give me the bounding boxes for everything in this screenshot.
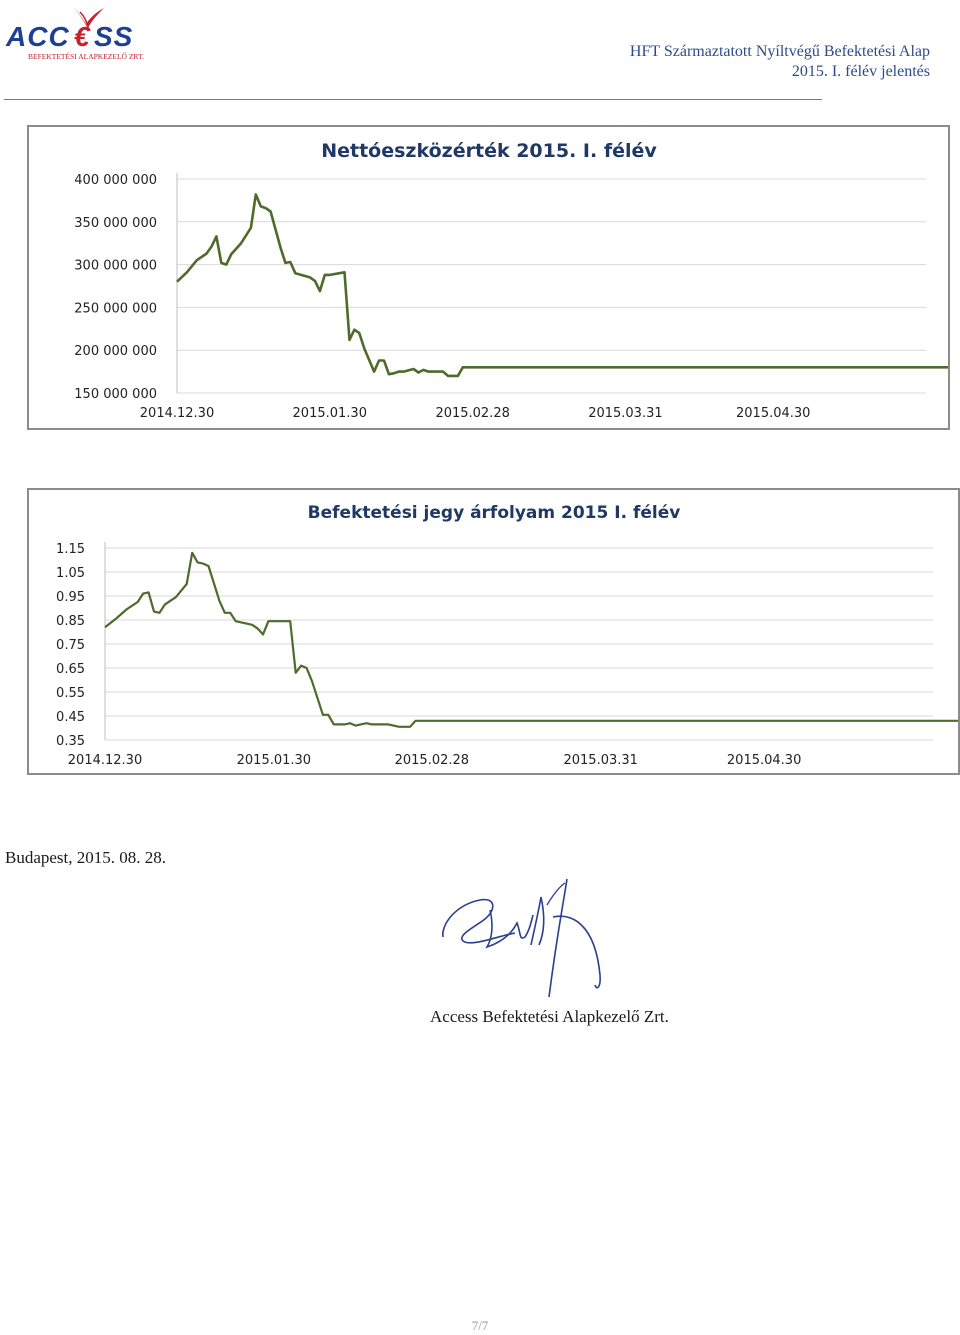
company-logo: ACC € SS BEFEKTETÉSI ALAPKEZELŐ ZRT.: [4, 2, 164, 62]
x-tick-label: 2015.03.31: [588, 406, 662, 421]
unit-price-chart-svg: Befektetési jegy árfolyam 2015 I. félév 0…: [56, 503, 958, 768]
y-tick-label: 400 000 000: [74, 173, 157, 188]
y-tick-label: 300 000 000: [74, 259, 157, 274]
y-tick-label: 0.95: [56, 590, 85, 605]
y-tick-label: 350 000 000: [74, 216, 157, 231]
x-tick-label: 2015.02.28: [395, 753, 469, 768]
y-tick-label: 0.55: [56, 686, 85, 701]
y-tick-label: 200 000 000: [74, 344, 157, 359]
y-tick-label: 1.15: [56, 542, 85, 557]
x-tick-label: 2015.01.30: [237, 753, 311, 768]
x-tick-label: 2014.12.30: [68, 753, 142, 768]
unit-price-chart: Befektetési jegy árfolyam 2015 I. félév 0…: [27, 488, 960, 775]
series-line: [104, 551, 958, 728]
logo-wordmark: ACC: [5, 21, 70, 52]
x-tick-label: 2014.12.30: [140, 406, 214, 421]
y-tick-label: 0.45: [56, 710, 85, 725]
series-line: [176, 193, 948, 378]
y-tick-label: 0.65: [56, 662, 85, 677]
header-title-line1: HFT Származtatott Nyíltvégű Befektetési …: [629, 43, 930, 60]
x-tick-label: 2015.04.30: [736, 406, 810, 421]
chart-title: Befektetési jegy árfolyam 2015 I. félév: [308, 503, 681, 523]
y-tick-label: 0.75: [56, 638, 85, 653]
page-number: 7/7: [471, 1318, 489, 1333]
logo-subtext: BEFEKTETÉSI ALAPKEZELŐ ZRT.: [28, 51, 144, 61]
svg-text:€: €: [74, 21, 91, 52]
chart-title: Nettóeszközérték 2015. I. félév: [321, 140, 657, 162]
x-tick-label: 2015.04.30: [727, 753, 801, 768]
company-name: Access Befektetési Alapkezelő Zrt.: [430, 1007, 669, 1026]
svg-text:SS: SS: [94, 21, 133, 52]
y-tick-label: 0.35: [56, 734, 85, 749]
y-tick-label: 1.05: [56, 566, 85, 581]
y-tick-label: 0.85: [56, 614, 85, 629]
x-tick-label: 2015.03.31: [563, 753, 637, 768]
y-tick-label: 250 000 000: [74, 301, 157, 316]
nav-chart: Nettóeszközérték 2015. I. félév 150 000 0…: [27, 125, 950, 430]
header-title-line2: 2015. I. félév jelentés: [791, 63, 930, 80]
document-header: HFT Származtatott Nyíltvégű Befektetési …: [630, 42, 930, 82]
x-tick-label: 2015.02.28: [435, 406, 509, 421]
place-and-date: Budapest, 2015. 08. 28.: [5, 848, 167, 867]
nav-chart-svg: Nettóeszközérték 2015. I. félév 150 000 0…: [74, 140, 948, 421]
header-divider: [4, 99, 822, 100]
x-tick-label: 2015.01.30: [293, 406, 367, 421]
handwritten-signature: [435, 875, 610, 1000]
y-tick-label: 150 000 000: [74, 387, 157, 402]
